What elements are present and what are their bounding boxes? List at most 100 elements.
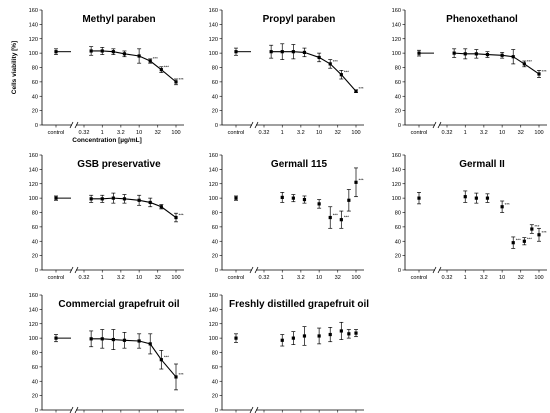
significance-label: *** (527, 236, 532, 241)
panel-title: Germall II (459, 159, 505, 170)
axis-break-mark (74, 406, 79, 413)
y-tick-label: 100 (392, 51, 401, 57)
y-tick-label: 100 (29, 336, 38, 342)
data-point (452, 51, 456, 55)
x-tick-label: 3.2 (297, 130, 305, 136)
axis-break-mark (249, 121, 254, 129)
axis-break-mark (254, 121, 259, 129)
x-tick-label: 100 (351, 130, 360, 136)
y-tick-label: 40 (212, 94, 218, 100)
fit-curve (91, 197, 177, 218)
data-point (328, 215, 332, 220)
y-tick-label: 80 (32, 66, 38, 72)
data-point (302, 50, 307, 55)
significance-label: *** (344, 215, 349, 220)
x-tick-label: control (48, 275, 65, 281)
y-tick-label: 100 (209, 51, 218, 57)
y-tick-label: 80 (32, 211, 38, 217)
x-tick-label: 3.2 (117, 275, 125, 281)
x-tick-label: 10 (136, 275, 142, 281)
x-axis-label: Concentration [µg/mL] (72, 137, 141, 144)
y-tick-label: 120 (29, 37, 38, 43)
significance-label: *** (333, 213, 338, 218)
x-tick-label: 0.32 (259, 275, 270, 281)
axis-break-mark (69, 121, 74, 129)
y-tick-label: 20 (212, 254, 218, 260)
control-point (234, 196, 238, 200)
significance-label: *** (516, 238, 521, 243)
panel-0: 0 20 40 60 80 100 120 140 160 control 0.32 1 3.2 10 32… (11, 8, 184, 144)
data-point (317, 55, 321, 60)
significance-label: *** (153, 56, 158, 61)
y-tick-label: 20 (212, 394, 218, 400)
significance-label: *** (333, 59, 338, 64)
y-tick-label: 100 (29, 51, 38, 57)
y-tick-label: 120 (392, 37, 401, 43)
x-tick-label: 32 (335, 275, 341, 281)
y-tick-label: 140 (29, 22, 38, 28)
significance-label: *** (344, 70, 349, 75)
data-point (302, 334, 307, 338)
significance-label: *** (179, 372, 184, 377)
y-tick-label: 40 (32, 94, 38, 100)
y-tick-label: 80 (212, 351, 218, 357)
control-point (417, 196, 421, 200)
panel-5: 0 20 40 60 80 100 120 140 160 control 0.32 1 3.2 10 32… (392, 153, 547, 281)
x-tick-label: 32 (518, 275, 524, 281)
y-tick-label: 60 (212, 365, 218, 371)
data-point (317, 202, 321, 206)
y-tick-label: 160 (29, 293, 38, 299)
data-point (485, 196, 490, 200)
y-tick-label: 0 (398, 123, 401, 129)
data-point (537, 233, 541, 237)
data-point (463, 52, 467, 56)
data-point (339, 218, 343, 222)
x-tick-label: control (228, 275, 245, 281)
x-tick-label: 32 (518, 130, 524, 136)
x-tick-label: 10 (499, 275, 505, 281)
panel-6: 020406080100120140160control0.3213.21032… (29, 293, 184, 413)
y-tick-label: 0 (215, 123, 218, 129)
data-point (339, 329, 343, 333)
y-tick-label: 0 (35, 408, 38, 413)
y-tick-label: 80 (212, 66, 218, 72)
data-point (530, 227, 534, 231)
data-point (500, 53, 504, 57)
significance-label: *** (164, 65, 169, 70)
data-point (522, 239, 526, 243)
data-point (339, 73, 343, 77)
data-point (485, 52, 490, 57)
y-tick-label: 60 (212, 225, 218, 231)
significance-label: *** (542, 69, 547, 74)
data-point (159, 68, 163, 72)
data-point (148, 342, 152, 346)
x-tick-label: 100 (534, 130, 543, 136)
x-tick-label: 100 (534, 275, 543, 281)
data-point (111, 50, 115, 54)
y-axis-label: Cells viability [%] (11, 41, 18, 94)
y-tick-label: 80 (395, 66, 401, 72)
x-tick-label: 32 (155, 130, 161, 136)
data-point (100, 49, 104, 53)
y-tick-label: 60 (32, 225, 38, 231)
y-tick-label: 20 (32, 109, 38, 115)
y-tick-label: 0 (215, 408, 218, 413)
significance-label: *** (179, 77, 184, 82)
data-point (100, 197, 104, 201)
y-tick-label: 40 (212, 379, 218, 385)
fit-curve (91, 338, 177, 378)
x-tick-label: 1 (101, 275, 104, 281)
y-tick-label: 120 (392, 182, 401, 188)
x-tick-label: 0.32 (259, 130, 270, 136)
y-tick-label: 160 (209, 8, 218, 14)
panel-7: 020406080100120140160control0.3213.21032… (209, 293, 369, 413)
y-tick-label: 160 (209, 153, 218, 159)
panel-4: 0 20 40 60 80 100 120 140 160 control 0.32 1 3.2 10 32… (209, 153, 364, 281)
data-point (280, 338, 284, 342)
y-tick-label: 60 (395, 225, 401, 231)
x-tick-label: 1 (281, 275, 284, 281)
panel-title: Phenoxethanol (446, 14, 518, 25)
data-point (291, 336, 295, 340)
data-point (328, 62, 332, 66)
data-point (328, 332, 332, 337)
